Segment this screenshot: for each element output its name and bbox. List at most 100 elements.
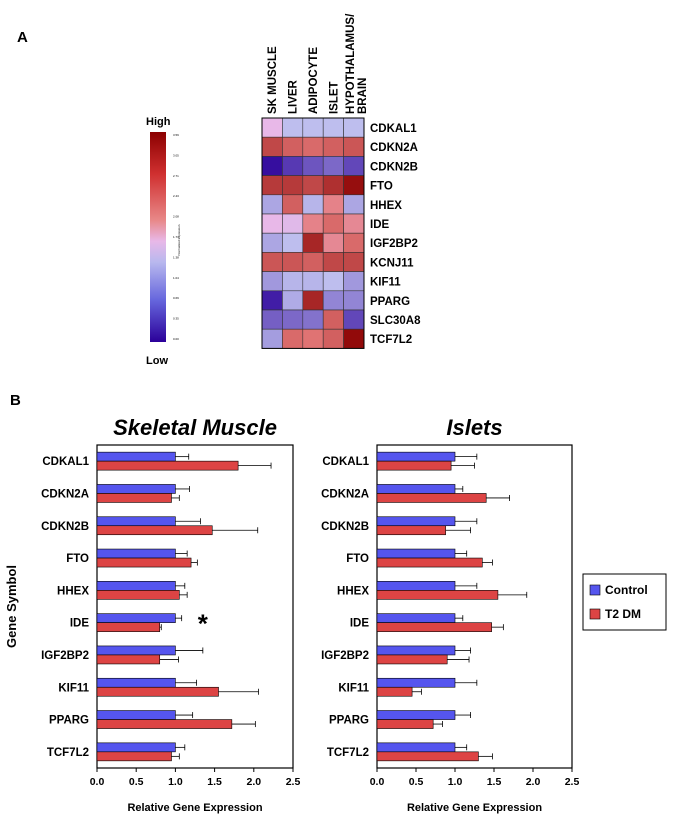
heatmap-cell: [343, 328, 365, 349]
category-label: HHEX: [57, 585, 89, 597]
category-label: TCF7L2: [47, 747, 89, 759]
bar-t2dm: [376, 751, 479, 762]
heatmap-cell: [322, 175, 344, 196]
heatmap-cell: [282, 252, 304, 272]
colorbar-tick-label: 0.00: [173, 337, 179, 341]
heatmap-cell: [282, 213, 304, 234]
heatmap-cell: [282, 271, 304, 292]
skeletal-muscle-chart: Skeletal Muscle CDKAL1 CDKN2A CDKN2B FTO HHEX…: [4, 415, 300, 814]
heatmap-row-label: SLC30A8: [370, 315, 421, 327]
bar-t2dm: [96, 751, 172, 762]
panel-b-label: B: [10, 392, 21, 409]
heatmap-row-label: CDKN2A: [370, 142, 418, 154]
colorbar-tick-label: 0.69: [173, 296, 179, 300]
bar-t2dm: [96, 525, 213, 536]
colorbar: [150, 132, 166, 342]
bar-control: [376, 613, 456, 623]
heatmap-cell: [261, 252, 283, 272]
heatmap-row-label: FTO: [370, 181, 393, 193]
heatmap-cell: [282, 328, 304, 349]
category-label: IDE: [350, 618, 370, 630]
chart-title: Skeletal Muscle: [113, 415, 277, 440]
heatmap-row-label: CDKN2B: [370, 161, 418, 173]
x-tick-label: 1.5: [207, 776, 222, 788]
bar-control: [376, 548, 456, 559]
heatmap-cell: [322, 232, 344, 253]
category-label: FTO: [346, 553, 369, 565]
heatmap-cell: [282, 117, 304, 138]
y-axis-title: Gene Symbol: [4, 565, 19, 648]
heatmap-cell: [322, 252, 344, 272]
category-label: TCF7L2: [327, 747, 369, 759]
category-label: KIF11: [338, 682, 369, 694]
bar-t2dm: [96, 493, 172, 503]
heatmap-cell: [261, 271, 283, 292]
colorbar-tick-label: 3.05: [173, 153, 179, 157]
x-tick-label: 0.5: [409, 776, 424, 788]
x-tick-label: 2.5: [286, 776, 301, 788]
x-tick-label: 0.0: [90, 776, 105, 788]
chart-title: Islets: [446, 415, 502, 440]
heatmap-cell: [302, 136, 324, 157]
category-label: CDKAL1: [42, 456, 89, 468]
significance-marker: *: [198, 609, 209, 639]
colorbar-tick-label: 1.04: [173, 276, 179, 280]
heatmap-cell: [322, 136, 344, 157]
heatmap-cell: [343, 175, 365, 196]
heatmap-cell: [343, 213, 365, 234]
heatmap-cell: [302, 213, 324, 234]
bar-t2dm: [96, 686, 219, 697]
legend-swatch-control: [589, 584, 601, 596]
bar-t2dm: [376, 460, 452, 471]
bar-t2dm: [96, 654, 161, 665]
bar-control: [376, 645, 456, 656]
bar-control: [96, 581, 176, 591]
x-tick-label: 0.0: [370, 776, 385, 788]
heatmap-column-label: LIVER: [288, 79, 300, 114]
heatmap-column-label: HYPOTHALAMUS/BRAIN: [345, 13, 369, 114]
bar-control: [96, 710, 176, 720]
legend-swatch-t2dm: [589, 608, 601, 620]
heatmap-cell: [302, 252, 324, 272]
bar-control: [376, 516, 456, 527]
heatmap-cell: [282, 290, 304, 311]
heatmap-cell: [261, 213, 283, 234]
heatmap-cell: [261, 328, 283, 349]
colorbar-ticks: 3.59 3.05 2.71 2.43 2.08 1.73 1.38 1.04 0.69 0.35…: [173, 133, 179, 341]
legend-label-t2dm: T2 DM: [605, 607, 641, 621]
category-label: CDKN2A: [321, 488, 369, 500]
heatmap-row-label: IDE: [370, 219, 390, 231]
bar-control: [96, 516, 176, 527]
heatmap-cell: [302, 175, 324, 196]
heatmap-cell: [322, 213, 344, 234]
heatmap-row-label: KCNJ11: [370, 257, 414, 269]
bar-t2dm: [96, 557, 192, 568]
colorbar-high-label: High: [146, 116, 171, 128]
heatmap-cell: [282, 232, 304, 253]
heatmap: CDKAL1 CDKN2A CDKN2B FTO HHEX IDE IGF2BP2 KCNJ1…: [261, 13, 421, 349]
heatmap-row-label: KIF11: [370, 277, 401, 289]
heatmap-column-label: ADIPOCYTE: [308, 47, 320, 114]
heatmap-cell: [343, 156, 365, 176]
category-label: CDKAL1: [322, 456, 369, 468]
heatmap-cell: [322, 328, 344, 349]
heatmap-cell: [302, 156, 324, 176]
heatmap-cell: [302, 117, 324, 138]
heatmap-cell: [343, 232, 365, 253]
heatmap-cell: [261, 117, 283, 138]
heatmap-cell: [302, 328, 324, 349]
bar-t2dm: [376, 557, 483, 568]
bar-control: [376, 710, 456, 720]
bar-t2dm: [96, 719, 233, 729]
heatmap-border: [261, 117, 365, 349]
heatmap-cell: [282, 156, 304, 176]
colorbar-tick-label: 1.73: [173, 235, 179, 239]
category-label: HHEX: [337, 585, 369, 597]
heatmap-cell: [261, 290, 283, 311]
heatmap-cell: [322, 117, 344, 138]
heatmap-cell: [343, 309, 365, 330]
bar-t2dm: [376, 622, 492, 632]
heatmap-cell: [261, 232, 283, 253]
heatmap-cell: [343, 194, 365, 215]
heatmap-cell: [322, 156, 344, 176]
